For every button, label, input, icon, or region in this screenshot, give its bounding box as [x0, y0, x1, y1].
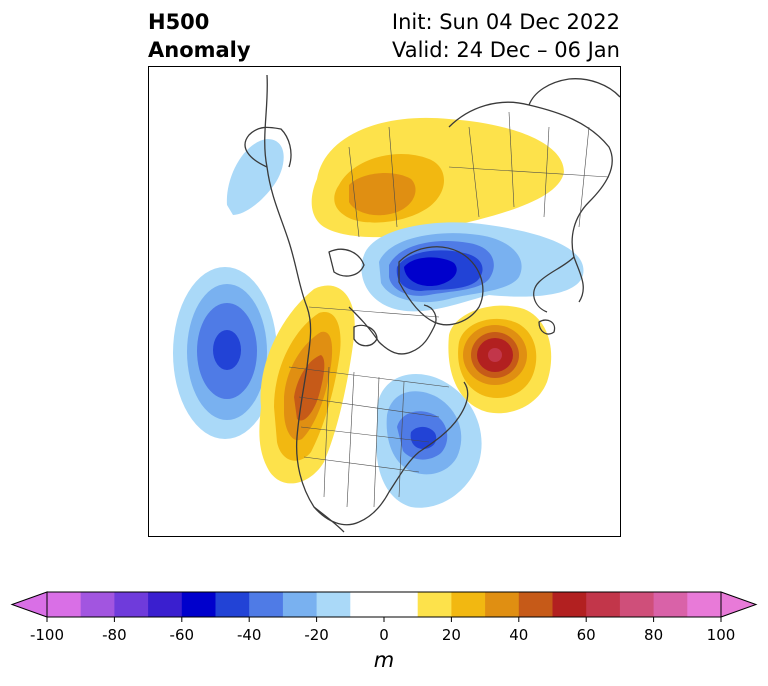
- coastlines: [244, 74, 620, 533]
- colorbar-segment: [586, 592, 621, 617]
- siberia-positive-anomaly: [311, 117, 564, 238]
- valid-range: Valid: 24 Dec – 06 Jan: [391, 38, 620, 62]
- plot-title: H500 Anomaly: [148, 8, 251, 64]
- colorbar-segment: [451, 592, 486, 617]
- colorbar-segment: [384, 592, 419, 617]
- north-pacific-negative-anomaly: [173, 267, 277, 439]
- arctic-negative-anomaly: [361, 222, 584, 312]
- colorbar-tick-label: -60: [169, 626, 195, 644]
- colorbar-tick-label: 60: [576, 626, 596, 644]
- colorbar-segment: [80, 592, 115, 617]
- colorbar-tick-label: -100: [29, 626, 65, 644]
- colorbar-tick-label: 40: [509, 626, 529, 644]
- colorbar-tick-label: -40: [236, 626, 262, 644]
- colorbar-tick-label: 100: [706, 626, 736, 644]
- colorbar-tick-label: 80: [644, 626, 664, 644]
- west-coast-positive-anomaly: [259, 285, 355, 484]
- colorbar-extend-high: [720, 591, 758, 618]
- colorbar-segment: [47, 592, 82, 617]
- colorbar-segment: [114, 592, 149, 617]
- colorbar-segment: [148, 592, 183, 617]
- colorbar-segment: [282, 592, 318, 617]
- map-svg: [173, 74, 620, 533]
- colorbar-segment: [518, 592, 553, 617]
- colorbar-segment: [350, 592, 385, 617]
- colorbar-tick-label: 20: [441, 626, 461, 644]
- colorbar-extend-low: [10, 591, 48, 618]
- colorbar: [10, 591, 758, 622]
- plot-dates: Init: Sun 04 Dec 2022 Valid: 24 Dec – 06…: [392, 8, 620, 64]
- colorbar-segment: [215, 592, 250, 617]
- colorbar-tick-label: 0: [379, 626, 389, 644]
- colorbar-segment: [687, 592, 722, 617]
- colorbar-tick-label: -80: [102, 626, 127, 644]
- colorbar-segment: [181, 592, 216, 617]
- title-line-1: H500: [148, 10, 210, 34]
- gulf-of-alaska-negative-anomaly: [226, 139, 284, 215]
- colorbar-segment: [485, 592, 520, 617]
- colorbar-segment: [619, 592, 655, 617]
- colorbar-segment: [316, 592, 351, 617]
- init-date: Init: Sun 04 Dec 2022: [391, 10, 620, 34]
- colorbar-segment: [552, 592, 587, 617]
- colorbar-tick-label: -20: [304, 626, 329, 644]
- political-borders: [288, 111, 610, 508]
- north-atlantic-positive-anomaly: [448, 305, 552, 414]
- colorbar-segment: [653, 592, 688, 617]
- colorbar-segment: [249, 592, 284, 617]
- anomaly-map: [148, 66, 621, 537]
- colorbar-segment: [417, 592, 452, 617]
- title-line-2: Anomaly: [148, 38, 251, 62]
- colorbar-units: m: [373, 648, 395, 672]
